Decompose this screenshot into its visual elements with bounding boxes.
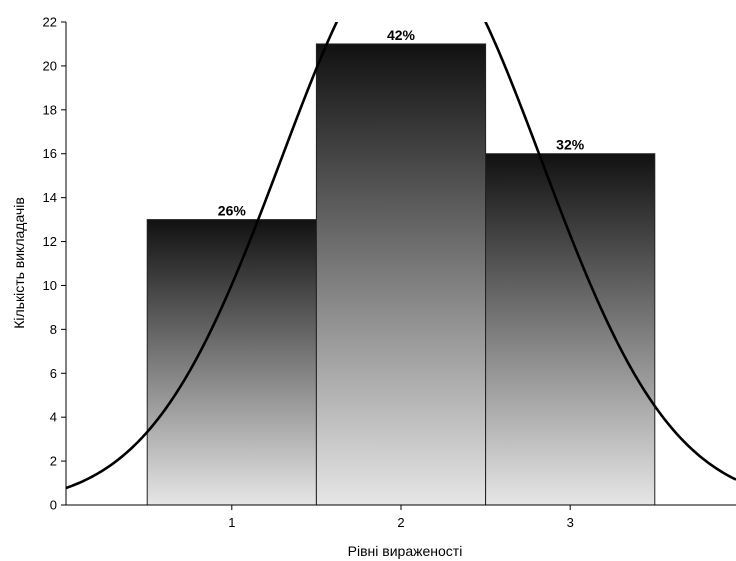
y-tick-label-12: 12 <box>43 234 57 249</box>
y-tick-label-6: 6 <box>50 366 57 381</box>
y-tick-label-10: 10 <box>43 278 57 293</box>
y-tick-label-8: 8 <box>50 322 57 337</box>
data-label-3: 32% <box>556 137 585 153</box>
y-tick-label-16: 16 <box>43 146 57 161</box>
data-label-2: 42% <box>387 27 416 43</box>
y-tick-label-2: 2 <box>50 454 57 469</box>
labels: 26% 42% 32% <box>218 27 585 219</box>
bars <box>146 43 656 506</box>
y-tick-label-20: 20 <box>43 58 57 73</box>
normal-curve <box>66 22 736 490</box>
bar-1 <box>146 219 317 506</box>
x-tick-label-3: 3 <box>567 515 574 530</box>
y-axis-label: Кількість викладачів <box>11 197 27 329</box>
y-tick-label-22: 22 <box>43 15 57 30</box>
y-tick-label-0: 0 <box>50 498 57 513</box>
x-tick-label-2: 2 <box>397 515 404 530</box>
x-axis-label: Рівні вираженості <box>348 543 463 559</box>
data-label-1: 26% <box>218 203 247 219</box>
x-tick-label-1: 1 <box>228 515 235 530</box>
bar-3 <box>485 153 656 506</box>
y-tick-label-4: 4 <box>50 410 57 425</box>
y-tick-label-14: 14 <box>43 190 57 205</box>
y-tick-label-18: 18 <box>43 102 57 117</box>
curve-layer <box>66 22 736 490</box>
bar-2 <box>315 43 487 506</box>
